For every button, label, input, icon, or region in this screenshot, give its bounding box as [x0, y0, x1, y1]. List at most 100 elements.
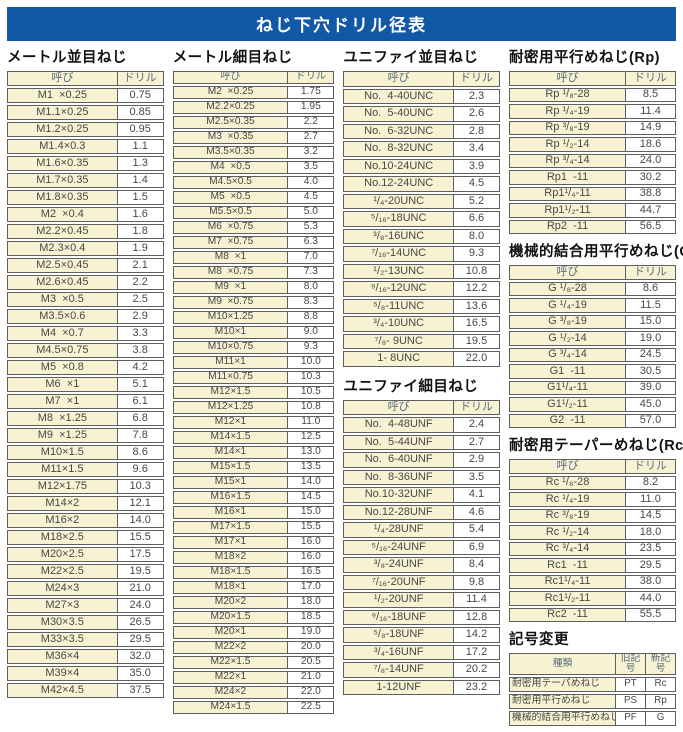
drill-value-cell: 9.3: [288, 341, 335, 354]
table-row: No. 8-32UNC 3.4: [343, 141, 501, 157]
thread-designation-cell: M16×1.5: [172, 491, 289, 504]
table-row: Rp ¹/₂-14 18.6: [509, 137, 677, 152]
thread-designation-cell: Rp ³/₄-14: [509, 153, 627, 168]
table-row: ⁷/₈-14UNF 20.2: [343, 662, 501, 678]
table-row: No. 5-40UNC 2.6: [343, 106, 501, 122]
table-row: M22×2.5 19.5: [7, 564, 164, 579]
table-row: M2.5×0.35 2.2: [172, 116, 335, 129]
drill-value-cell: 1.8: [117, 224, 164, 239]
table-row: M12×1.5 10.5: [172, 386, 335, 399]
table-row: M3.5×0.6 2.9: [7, 309, 164, 324]
table-row: G ¹/₈-28 8.6: [509, 281, 677, 296]
drill-value-cell: 24.0: [117, 598, 164, 613]
thread-designation-cell: M6 ×0.75: [172, 221, 289, 234]
thread-designation-cell: M27×3: [7, 598, 118, 613]
table-row: ¹/₂-13UNC 10.8: [343, 263, 501, 279]
thread-designation-cell: M4.5×0.5: [172, 176, 289, 189]
drill-value-cell: 18.0: [626, 525, 677, 540]
drill-value-cell: 14.0: [117, 513, 164, 528]
table-row: No. 5-44UNF 2.7: [343, 434, 501, 450]
table-row: M3.5×0.35 3.2: [172, 146, 335, 159]
table-row: M4.5×0.5 4.0: [172, 176, 335, 189]
thread-designation-cell: ¹/₄-20UNC: [343, 193, 455, 209]
table-row: M6 ×0.75 5.3: [172, 221, 335, 234]
drill-value-cell: 5.4: [454, 522, 501, 538]
table-row: ⁹/₁₆-12UNC 12.2: [343, 281, 501, 297]
drill-value-cell: 16.0: [288, 551, 335, 564]
drill-value-cell: 20.2: [454, 662, 501, 678]
header-name: 呼び: [509, 265, 627, 280]
table-row: G ¹/₄-19 11.5: [509, 298, 677, 313]
table-row: M15×1 14.0: [172, 476, 335, 489]
thread-designation-cell: M18×1.5: [172, 566, 289, 579]
drill-value-cell: 18.6: [626, 137, 677, 152]
table-row: Rc2 -11 55.5: [509, 607, 677, 622]
table-grid: メートル並目ねじ 呼び ドリル M1 ×0.25 0.75 M1.1×0.25 0.8…: [7, 45, 683, 728]
table-metric-coarse: 呼び ドリル M1 ×0.25 0.75 M1.1×0.25 0.85 M1.2×0.2…: [7, 69, 164, 700]
table-row: No. 4-48UNF 2.4: [343, 417, 501, 433]
drill-value-cell: 23.2: [454, 679, 501, 695]
spacer: [343, 369, 500, 374]
thread-designation-cell: G ¹/₂-14: [509, 331, 627, 346]
table-row: M18×2 16.0: [172, 551, 335, 564]
drill-value-cell: 19.0: [288, 626, 335, 639]
drill-value-cell: G: [646, 710, 677, 726]
thread-designation-cell: ¹/₂-20UNF: [343, 592, 455, 608]
thread-designation-cell: Rc ¹/₄-19: [509, 492, 627, 507]
thread-designation-cell: M11×1: [172, 356, 289, 369]
table-row: No.10-24UNC 3.9: [343, 158, 501, 174]
drill-value-cell: 12.5: [288, 431, 335, 444]
section-title-metric-coarse: メートル並目ねじ: [7, 50, 127, 66]
drill-value-cell: 8.5: [626, 87, 677, 102]
thread-designation-cell: M18×2: [172, 551, 289, 564]
table-symbol-change: 種類 旧記号 新記号 耐密用テーパめねじ PT Rc 耐密用平行めねじ PS Rp 機械的結…: [509, 651, 677, 728]
drill-value-cell: 44.0: [626, 591, 677, 606]
table-row: ⁵/₁₆-18UNC 6.6: [343, 211, 501, 227]
table-row: M1.7×0.35 1.4: [7, 173, 164, 188]
thread-designation-cell: M15×1: [172, 476, 289, 489]
drill-value-cell: 7.3: [288, 266, 335, 279]
table-row: M1.8×0.35 1.5: [7, 190, 164, 205]
table-row: M16×1.5 14.5: [172, 491, 335, 504]
thread-designation-cell: Rc ¹/₈-28: [509, 475, 627, 490]
thread-designation-cell: M20×1: [172, 626, 289, 639]
table-row: Rp1 -11 30.2: [509, 170, 677, 185]
table-row: Rp ³/₈-19 14.9: [509, 120, 677, 135]
drill-value-cell: 1.3: [117, 156, 164, 171]
thread-designation-cell: G1¹/₂-11: [509, 397, 627, 412]
drill-value-cell: 1.5: [117, 190, 164, 205]
thread-designation-cell: M10×1: [172, 326, 289, 339]
table-row: M2 ×0.25 1.75: [172, 86, 335, 99]
table-row: M8 ×1 7.0: [172, 251, 335, 264]
drill-value-cell: 44.7: [626, 203, 677, 218]
table-row: ⁷/₁₆-20UNF 9.8: [343, 574, 501, 590]
thread-designation-cell: M20×2.5: [7, 547, 118, 562]
table-row: M11×0.75 10.3: [172, 371, 335, 384]
drill-value-cell: Rc: [646, 676, 677, 692]
drill-value-cell: 16.5: [288, 566, 335, 579]
drill-value-cell: 2.3: [454, 88, 501, 104]
thread-designation-cell: M5 ×0.5: [172, 191, 289, 204]
thread-designation-cell: M12×1: [172, 416, 289, 429]
thread-designation-cell: ³/₈-24UNF: [343, 557, 455, 573]
table-row: Rp1¹/₄-11 38.8: [509, 186, 677, 201]
thread-designation-cell: Rp1¹/₂-11: [509, 203, 627, 218]
drill-value-cell: 55.5: [626, 607, 677, 622]
table-rc: 呼び ドリル Rc ¹/₈-28 8.2 Rc ¹/₄-19 11.0 Rc ³/₈-1…: [509, 457, 677, 624]
thread-designation-cell: M4 ×0.5: [172, 161, 289, 174]
table-row: 耐密用平行めねじ PS Rp: [509, 693, 677, 709]
table-header-row: 呼び ドリル: [343, 399, 501, 415]
table-row: M1 ×0.25 0.75: [7, 88, 164, 103]
table-row: M8 ×1.25 6.8: [7, 411, 164, 426]
drill-value-cell: 8.6: [117, 445, 164, 460]
table-row: Rp ¹/₈-28 8.5: [509, 87, 677, 102]
drill-value-cell: 57.0: [626, 413, 677, 428]
table-row: M20×2.5 17.5: [7, 547, 164, 562]
thread-designation-cell: M22×1.5: [172, 656, 289, 669]
thread-designation-cell: M14×1.5: [172, 431, 289, 444]
table-row: M5 ×0.5 4.5: [172, 191, 335, 204]
drill-value-cell: 6.6: [454, 211, 501, 227]
drill-value-cell: 37.5: [117, 683, 164, 698]
thread-designation-cell: No. 6-40UNF: [343, 452, 455, 468]
thread-designation-cell: M24×2: [172, 686, 289, 699]
